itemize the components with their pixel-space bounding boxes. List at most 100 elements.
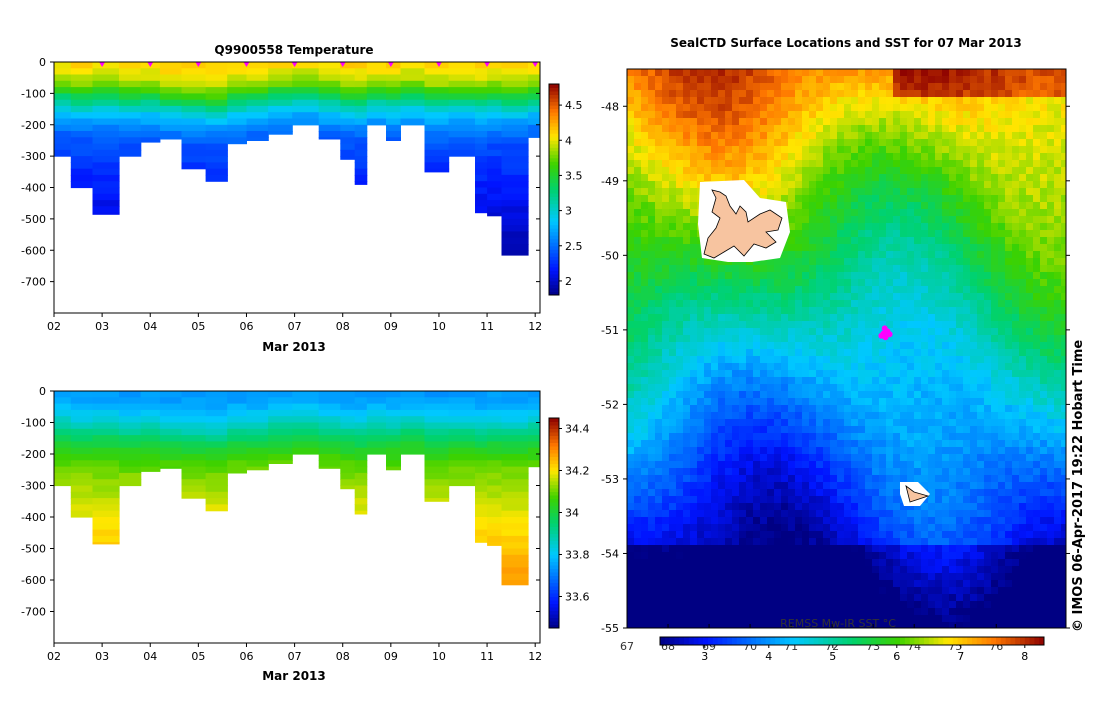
- sst-cell: [991, 391, 998, 398]
- sst-cell: [655, 468, 662, 475]
- profile-cell: [319, 125, 341, 132]
- sst-cell: [970, 83, 977, 90]
- sst-cell: [641, 195, 648, 202]
- sst-cell: [935, 118, 942, 125]
- sst-cell: [893, 279, 900, 286]
- profile-cell: [449, 131, 476, 138]
- sst-cell: [760, 398, 767, 405]
- profile-cell: [449, 479, 476, 486]
- sst-cell: [935, 363, 942, 370]
- colorbar-segment: [549, 544, 559, 548]
- sst-cell: [886, 468, 893, 475]
- sst-cell: [725, 97, 732, 104]
- sst-cell: [1005, 447, 1012, 454]
- sst-cell: [809, 419, 816, 426]
- sst-cell: [1040, 111, 1047, 118]
- sst-cell: [809, 258, 816, 265]
- sst-cell: [823, 293, 830, 300]
- sst-cell: [669, 90, 676, 97]
- sst-cell: [893, 209, 900, 216]
- sst-cell: [683, 370, 690, 377]
- sst-cell: [1005, 132, 1012, 139]
- sst-cell: [732, 83, 739, 90]
- colorbar-segment: [549, 270, 559, 274]
- sst-cell: [711, 398, 718, 405]
- sst-cell: [1061, 209, 1068, 216]
- sst-cell: [858, 153, 865, 160]
- sst-cell: [928, 384, 935, 391]
- sst-cell: [788, 69, 795, 76]
- profile-cell: [227, 441, 247, 448]
- sst-cell: [690, 496, 697, 503]
- sst-cell: [914, 454, 921, 461]
- sst-cell: [634, 286, 641, 293]
- profile-cell: [502, 213, 529, 220]
- sst-cell: [648, 118, 655, 125]
- sst-cell: [655, 209, 662, 216]
- sst-cell: [655, 419, 662, 426]
- sst-cell: [851, 440, 858, 447]
- sst-cell: [676, 384, 683, 391]
- profile-cell: [119, 473, 141, 480]
- sst-cell: [900, 279, 907, 286]
- sst-cell: [830, 230, 837, 237]
- profile-cell: [487, 410, 502, 417]
- sst-cell: [704, 447, 711, 454]
- sst-cell: [837, 202, 844, 209]
- sst-cell: [977, 181, 984, 188]
- sst-cell: [844, 293, 851, 300]
- sst-cell: [900, 111, 907, 118]
- sst-cell: [655, 384, 662, 391]
- profile-cell: [475, 454, 488, 461]
- sst-cell: [942, 482, 949, 489]
- sst-cell: [900, 97, 907, 104]
- sst-cell: [1047, 174, 1054, 181]
- sst-cell: [739, 405, 746, 412]
- sst-cell: [802, 454, 809, 461]
- sst-cell: [858, 349, 865, 356]
- profile-cell: [247, 460, 269, 467]
- sst-cell: [781, 195, 788, 202]
- sst-cell: [1047, 195, 1054, 202]
- sst-cell: [858, 202, 865, 209]
- sst-cell: [998, 90, 1005, 97]
- x-tick-label: 12: [528, 650, 542, 663]
- sst-cell: [1012, 314, 1019, 321]
- sst-cell: [886, 293, 893, 300]
- sst-cell: [851, 398, 858, 405]
- sst-cell: [1005, 440, 1012, 447]
- sst-cell: [788, 146, 795, 153]
- sst-cell: [746, 440, 753, 447]
- sst-cell: [928, 398, 935, 405]
- sst-cell: [893, 307, 900, 314]
- sst-cell: [1033, 489, 1040, 496]
- profile-cell: [119, 416, 141, 423]
- sst-cell: [921, 90, 928, 97]
- sst-cell: [760, 384, 767, 391]
- sst-cell: [991, 97, 998, 104]
- sst-cell: [718, 97, 725, 104]
- sst-cell: [886, 426, 893, 433]
- sst-cell: [655, 125, 662, 132]
- colorbar-segment: [549, 597, 559, 601]
- sst-cell: [879, 69, 886, 76]
- temperature-colorbar: 22.533.544.5: [549, 84, 583, 296]
- sst-cell: [886, 104, 893, 111]
- sst-cell: [865, 328, 872, 335]
- sst-cell: [928, 412, 935, 419]
- sst-cell: [921, 174, 928, 181]
- sst-cell: [1026, 279, 1033, 286]
- profile-cell: [502, 542, 529, 549]
- sst-cell: [851, 223, 858, 230]
- sst-cell: [641, 181, 648, 188]
- profile-cell: [247, 112, 269, 119]
- sst-cell: [907, 111, 914, 118]
- colorbar-segment: [549, 499, 559, 503]
- colorbar-segment: [549, 274, 559, 278]
- sst-cell: [858, 468, 865, 475]
- sst-cell: [1012, 468, 1019, 475]
- sst-cell: [872, 321, 879, 328]
- sst-cell: [991, 90, 998, 97]
- sst-cell: [1019, 363, 1026, 370]
- sst-cell: [809, 314, 816, 321]
